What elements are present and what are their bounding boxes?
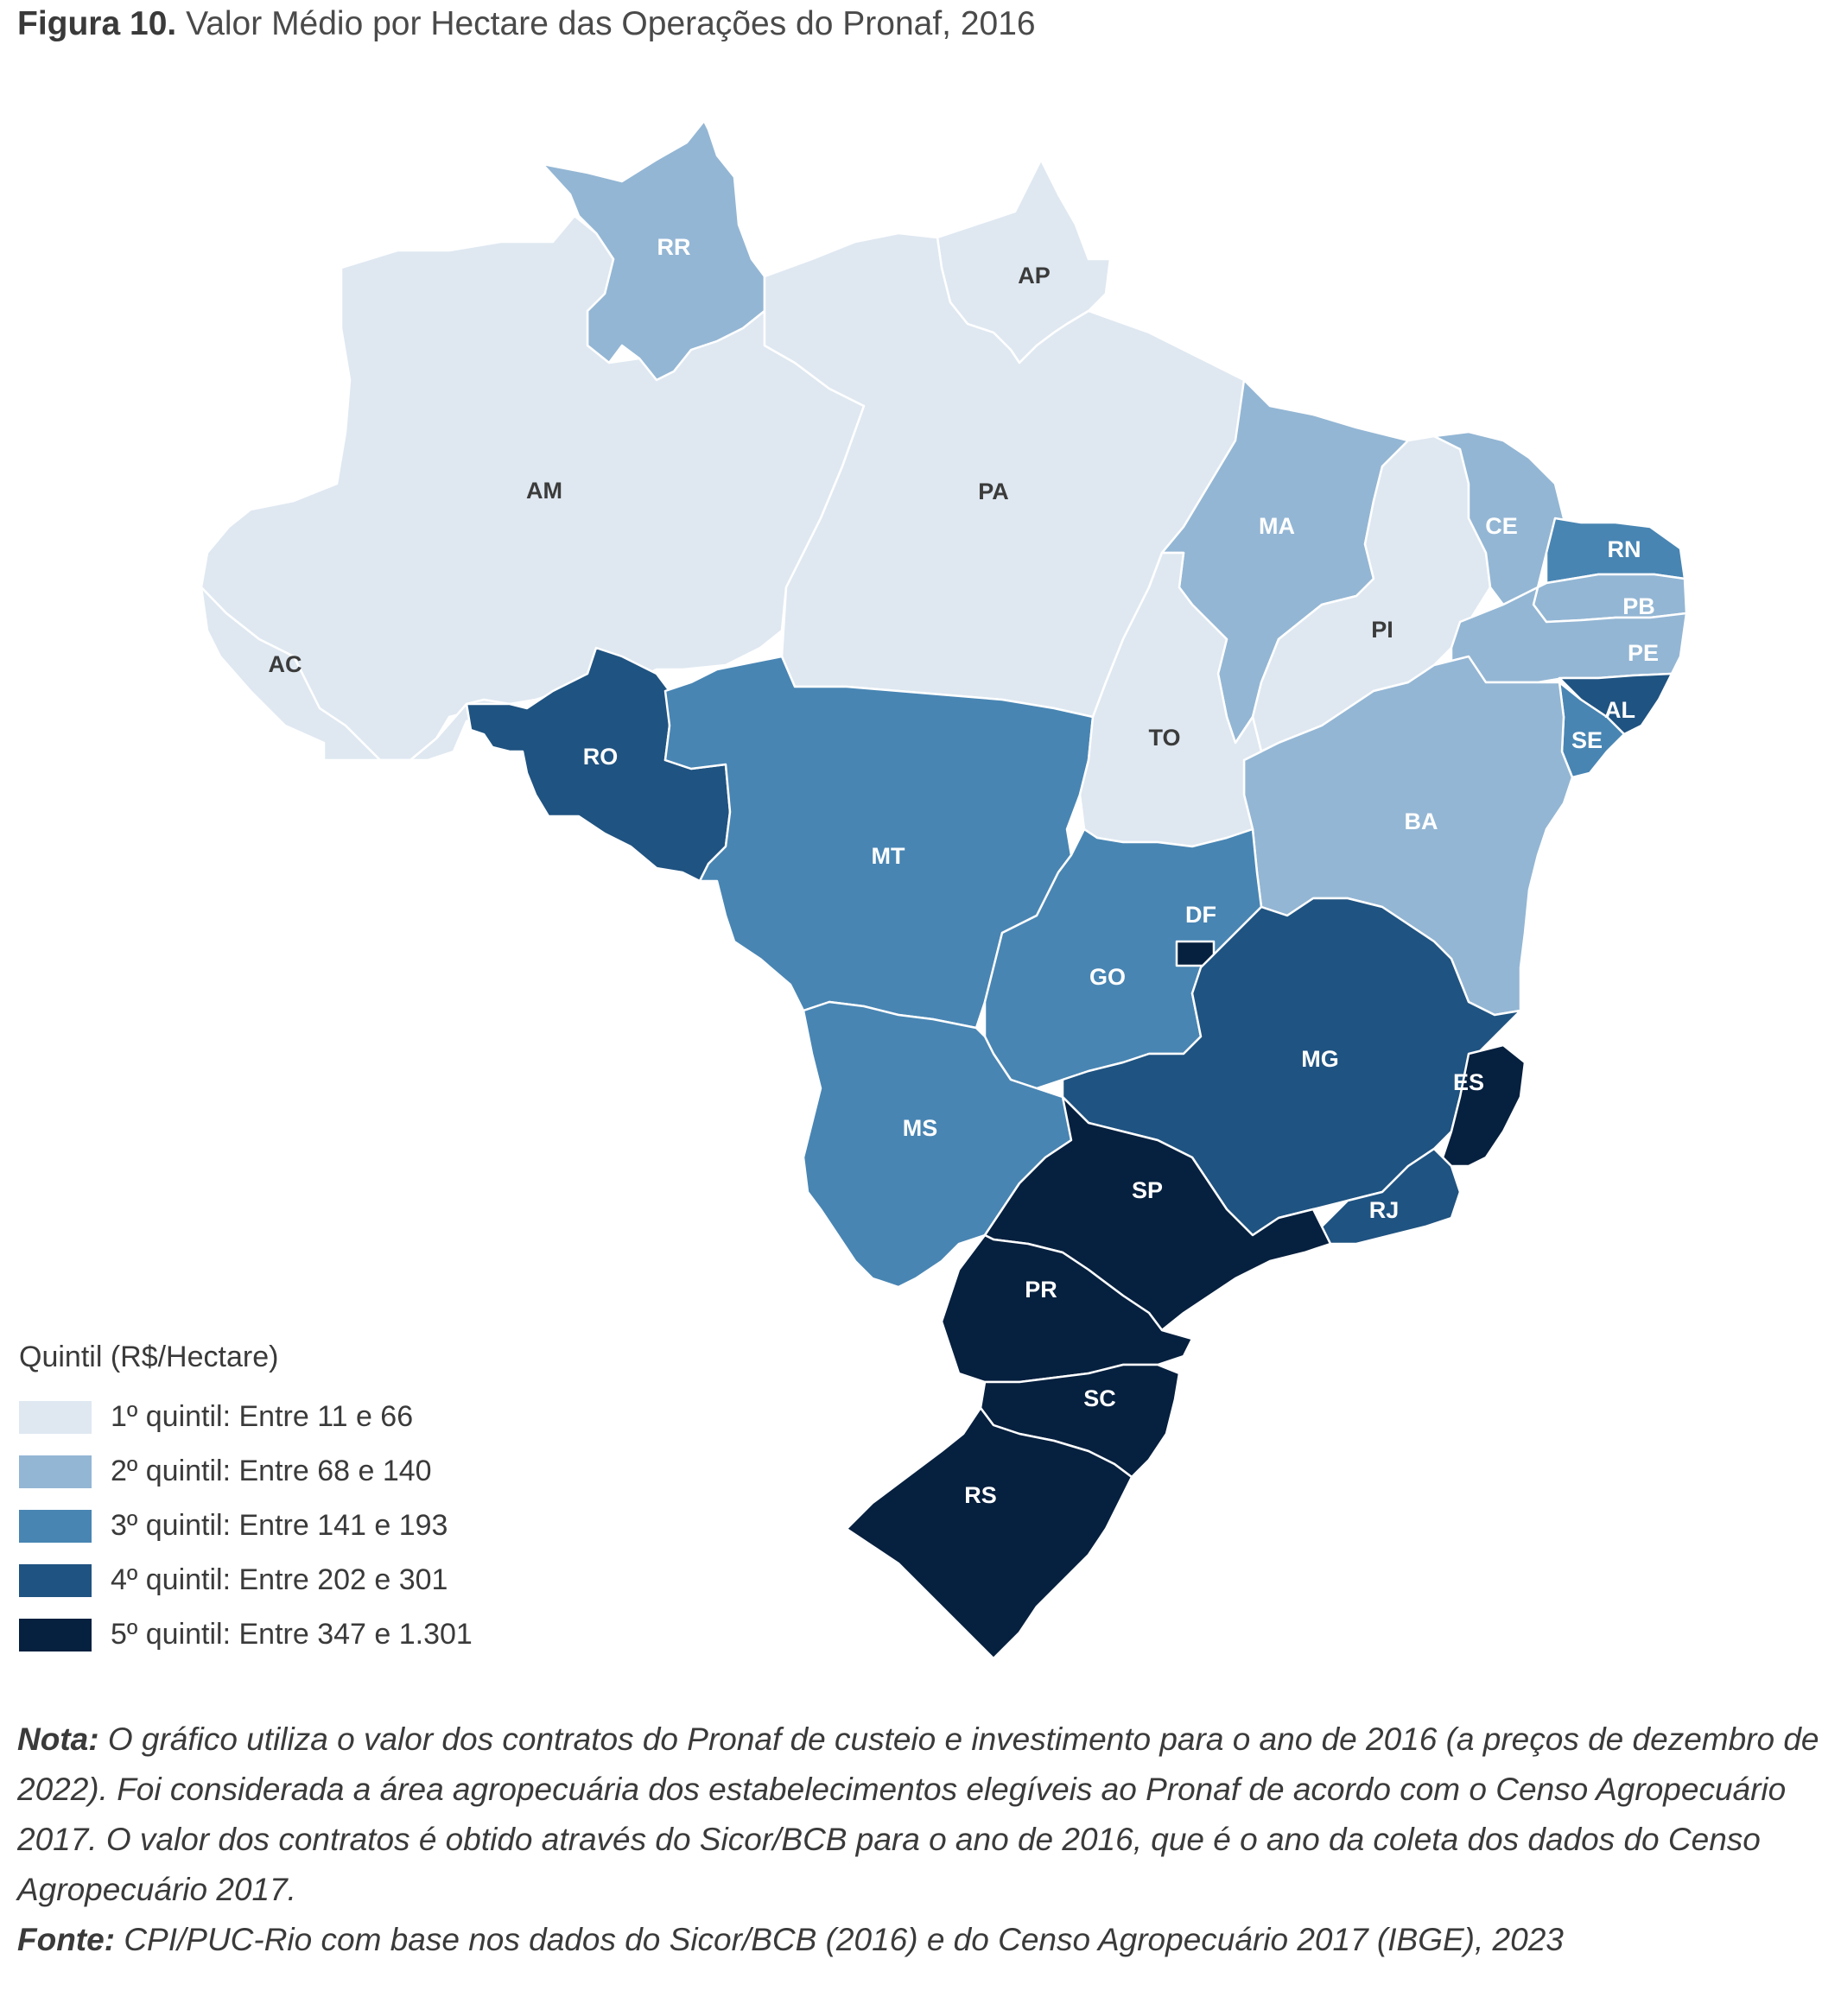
label-ap: AP (1018, 263, 1051, 288)
label-pr: PR (1025, 1277, 1057, 1303)
label-am: AM (526, 478, 562, 504)
label-ce: CE (1485, 513, 1518, 539)
legend-item-q1: 1º quintil: Entre 11 e 66 (19, 1390, 473, 1444)
label-ma: MA (1259, 513, 1295, 539)
legend-swatch-q4 (19, 1563, 92, 1597)
label-ms: MS (903, 1115, 938, 1141)
label-se: SE (1571, 727, 1603, 753)
source-text: CPI/PUC-Rio com base nos dados do Sicor/… (124, 1922, 1564, 1957)
label-ac: AC (269, 651, 302, 677)
label-sp: SP (1132, 1177, 1163, 1203)
map-legend: Quintil (R$/Hectare) 1º quintil: Entre 1… (19, 1341, 473, 1662)
label-df: DF (1185, 902, 1216, 928)
label-rr: RR (657, 234, 691, 260)
label-rj: RJ (1369, 1197, 1400, 1223)
legend-label-q4: 4º quintil: Entre 202 e 301 (111, 1563, 448, 1596)
note-label: Nota: (17, 1721, 99, 1757)
label-pb: PB (1622, 593, 1655, 619)
label-ro: RO (583, 744, 619, 770)
note-paragraph: Nota: O gráfico utiliza o valor dos cont… (17, 1715, 1823, 1915)
label-al: AL (1604, 697, 1635, 723)
note-text: O gráfico utiliza o valor dos contratos … (17, 1721, 1819, 1907)
figure-number: Figura 10. (17, 5, 177, 42)
legend-swatch-q5 (19, 1618, 92, 1651)
label-to: TO (1148, 725, 1180, 751)
legend-item-q4: 4º quintil: Entre 202 e 301 (19, 1553, 473, 1607)
figure-title-text: Valor Médio por Hectare das Operações do… (186, 5, 1036, 42)
label-rn: RN (1608, 536, 1641, 562)
state-es (1441, 1043, 1527, 1168)
label-pi: PI (1371, 617, 1393, 643)
source-paragraph: Fonte: CPI/PUC-Rio com base nos dados do… (17, 1915, 1823, 1965)
legend-swatch-q1 (19, 1400, 92, 1434)
label-sc: SC (1083, 1385, 1116, 1411)
legend-swatch-q2 (19, 1455, 92, 1488)
label-rs: RS (964, 1482, 997, 1508)
legend-label-q1: 1º quintil: Entre 11 e 66 (111, 1400, 414, 1433)
legend-label-q2: 2º quintil: Entre 68 e 140 (111, 1455, 432, 1487)
legend-item-q5: 5º quintil: Entre 347 e 1.301 (19, 1607, 473, 1662)
label-go: GO (1089, 964, 1126, 990)
legend-item-q3: 3º quintil: Entre 141 e 193 (19, 1499, 473, 1553)
legend-label-q5: 5º quintil: Entre 347 e 1.301 (111, 1618, 473, 1651)
label-mg: MG (1301, 1046, 1339, 1072)
brazil-choropleth-map: RR AP AM PA AC RO MT MA PI CE RN PB PE A… (200, 119, 1688, 1660)
state-pb (1532, 573, 1688, 624)
legend-title: Quintil (R$/Hectare) (19, 1341, 279, 1373)
label-mt: MT (872, 843, 905, 869)
label-ba: BA (1405, 808, 1438, 834)
legend-label-q3: 3º quintil: Entre 141 e 193 (111, 1509, 448, 1542)
source-label: Fonte: (17, 1922, 116, 1957)
figure-title: Figura 10. Valor Médio por Hectare das O… (17, 3, 1036, 45)
figure-notes: Nota: O gráfico utiliza o valor dos cont… (17, 1715, 1823, 1965)
label-pe: PE (1628, 640, 1659, 666)
label-pa: PA (978, 479, 1009, 504)
state-sp (983, 1095, 1332, 1332)
legend-item-q2: 2º quintil: Entre 68 e 140 (19, 1444, 473, 1499)
label-es: ES (1453, 1069, 1484, 1095)
state-rs (845, 1406, 1133, 1660)
legend-swatch-q3 (19, 1509, 92, 1543)
